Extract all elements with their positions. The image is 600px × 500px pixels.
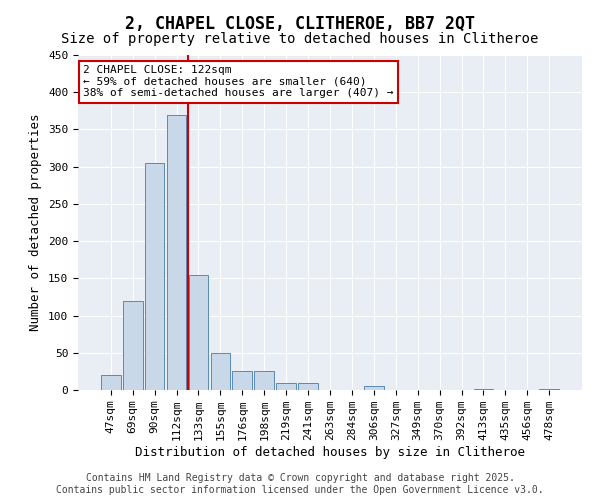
Text: Contains HM Land Registry data © Crown copyright and database right 2025.
Contai: Contains HM Land Registry data © Crown c… (56, 474, 544, 495)
Bar (276, 382, 296, 390)
Text: 2 CHAPEL CLOSE: 122sqm
← 59% of detached houses are smaller (640)
38% of semi-de: 2 CHAPEL CLOSE: 122sqm ← 59% of detached… (83, 65, 394, 98)
Bar (364, 386, 384, 390)
Bar (188, 274, 208, 390)
Bar (254, 372, 274, 390)
Bar (101, 375, 121, 390)
Text: Size of property relative to detached houses in Clitheroe: Size of property relative to detached ho… (61, 32, 539, 46)
Bar (167, 114, 187, 390)
Y-axis label: Number of detached properties: Number of detached properties (29, 114, 43, 331)
Bar (539, 388, 559, 390)
Bar (123, 300, 143, 390)
Bar (232, 372, 252, 390)
Bar (473, 388, 493, 390)
Bar (211, 353, 230, 390)
Text: 2, CHAPEL CLOSE, CLITHEROE, BB7 2QT: 2, CHAPEL CLOSE, CLITHEROE, BB7 2QT (125, 15, 475, 33)
X-axis label: Distribution of detached houses by size in Clitheroe: Distribution of detached houses by size … (135, 446, 525, 459)
Bar (145, 163, 164, 390)
Bar (298, 382, 318, 390)
